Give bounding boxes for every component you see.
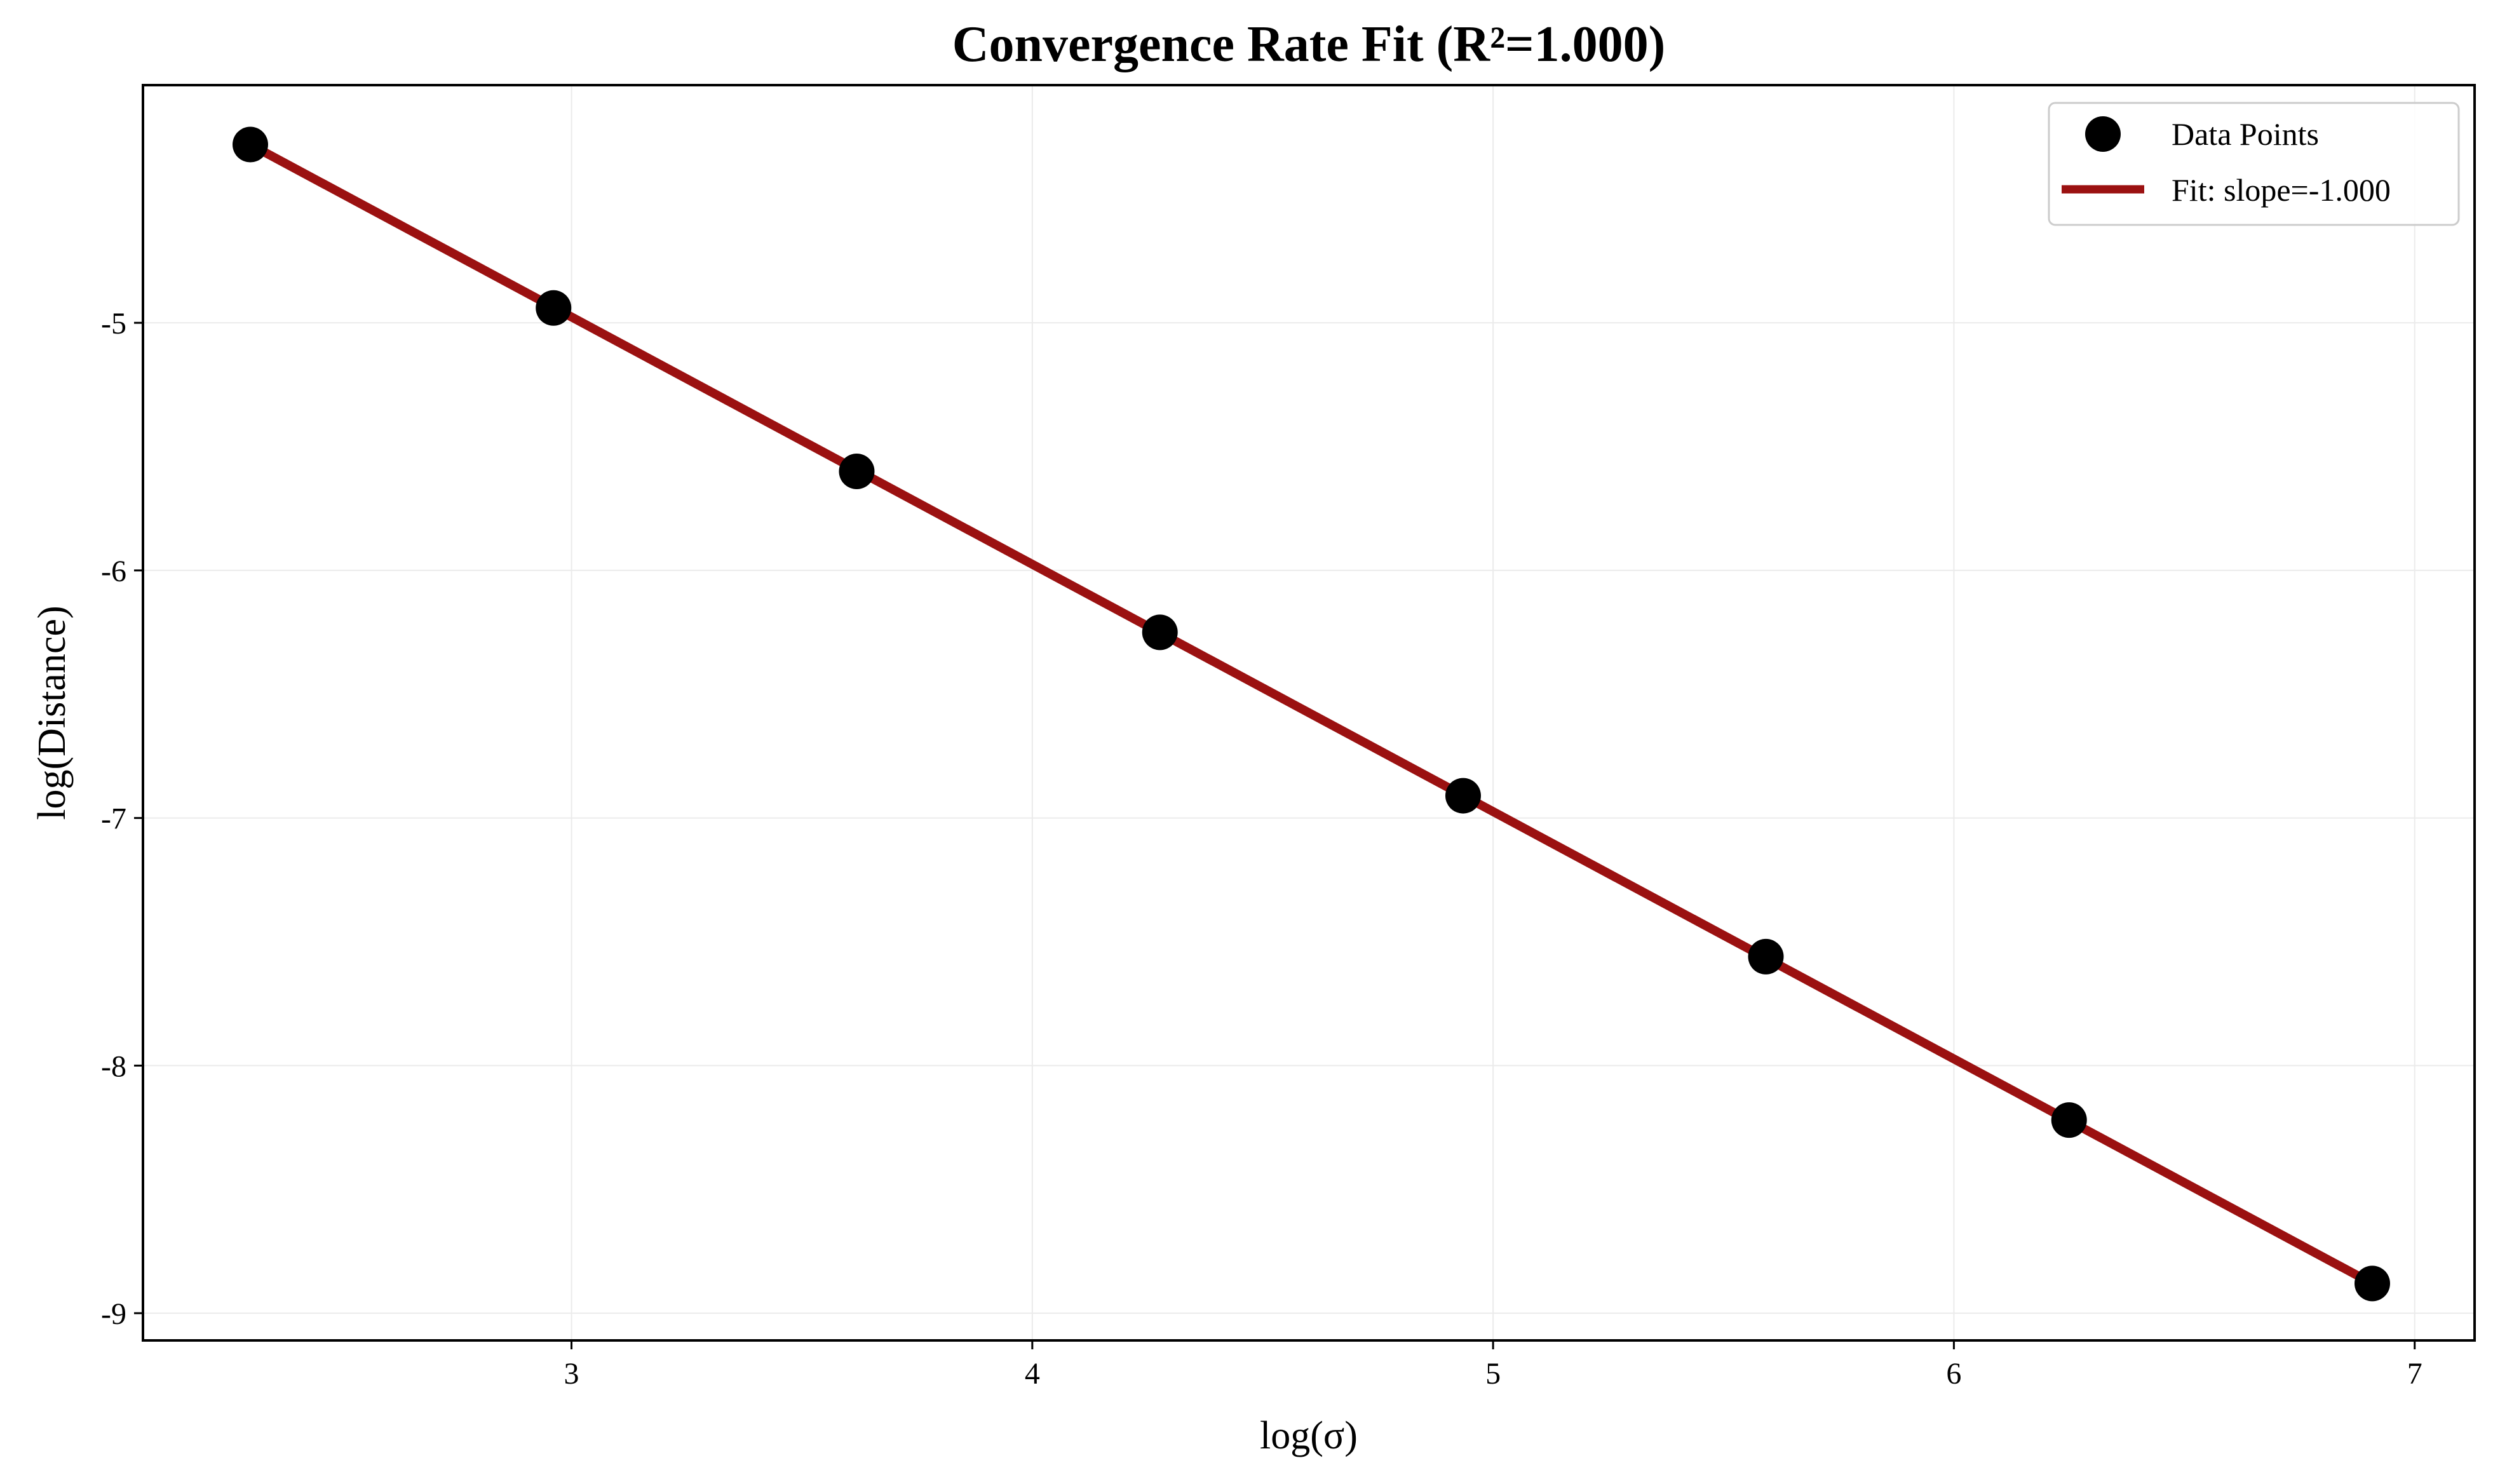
plot-frame [142,84,2476,1342]
y-tick-label: -8 [101,1049,126,1083]
x-tick-label: 6 [1946,1357,1961,1391]
data-point [232,126,268,163]
legend-label-fit: Fit: slope=-1.000 [2172,172,2391,208]
data-point [2051,1102,2087,1138]
y-tick-label: -7 [101,802,126,836]
x-tick-label: 5 [1485,1357,1501,1391]
legend-label-data-points: Data Points [2172,116,2319,152]
x-axis-label: log(σ) [1260,1414,1358,1457]
y-axis-label: log(Distance) [30,605,74,820]
y-tick-label: -6 [101,555,126,588]
y-axis-ticks: -5 -6 -7 -8 -9 [101,307,143,1331]
data-points-layer [232,126,2390,1302]
y-tick-label: -9 [101,1297,126,1331]
chart-title: Convergence Rate Fit (R²=1.000) [952,17,1666,72]
legend: Data Points Fit: slope=-1.000 [2048,102,2460,226]
data-point [1142,614,1178,651]
y-tick-label: -5 [101,307,126,341]
x-tick-label: 7 [2407,1357,2422,1391]
data-point [839,454,875,489]
grid [143,85,2475,1340]
data-point [1445,778,1481,814]
x-axis-ticks: 3 4 5 6 7 [564,1340,2422,1391]
fit-line [248,140,2375,1288]
legend-marker-data-points [2085,116,2121,152]
data-point [2354,1265,2390,1302]
fit-line-layer [248,140,2375,1288]
legend-box [2048,102,2460,226]
x-tick-label: 4 [1025,1357,1040,1391]
data-point [1748,938,1784,975]
x-tick-label: 3 [564,1357,579,1391]
data-point [536,290,572,326]
